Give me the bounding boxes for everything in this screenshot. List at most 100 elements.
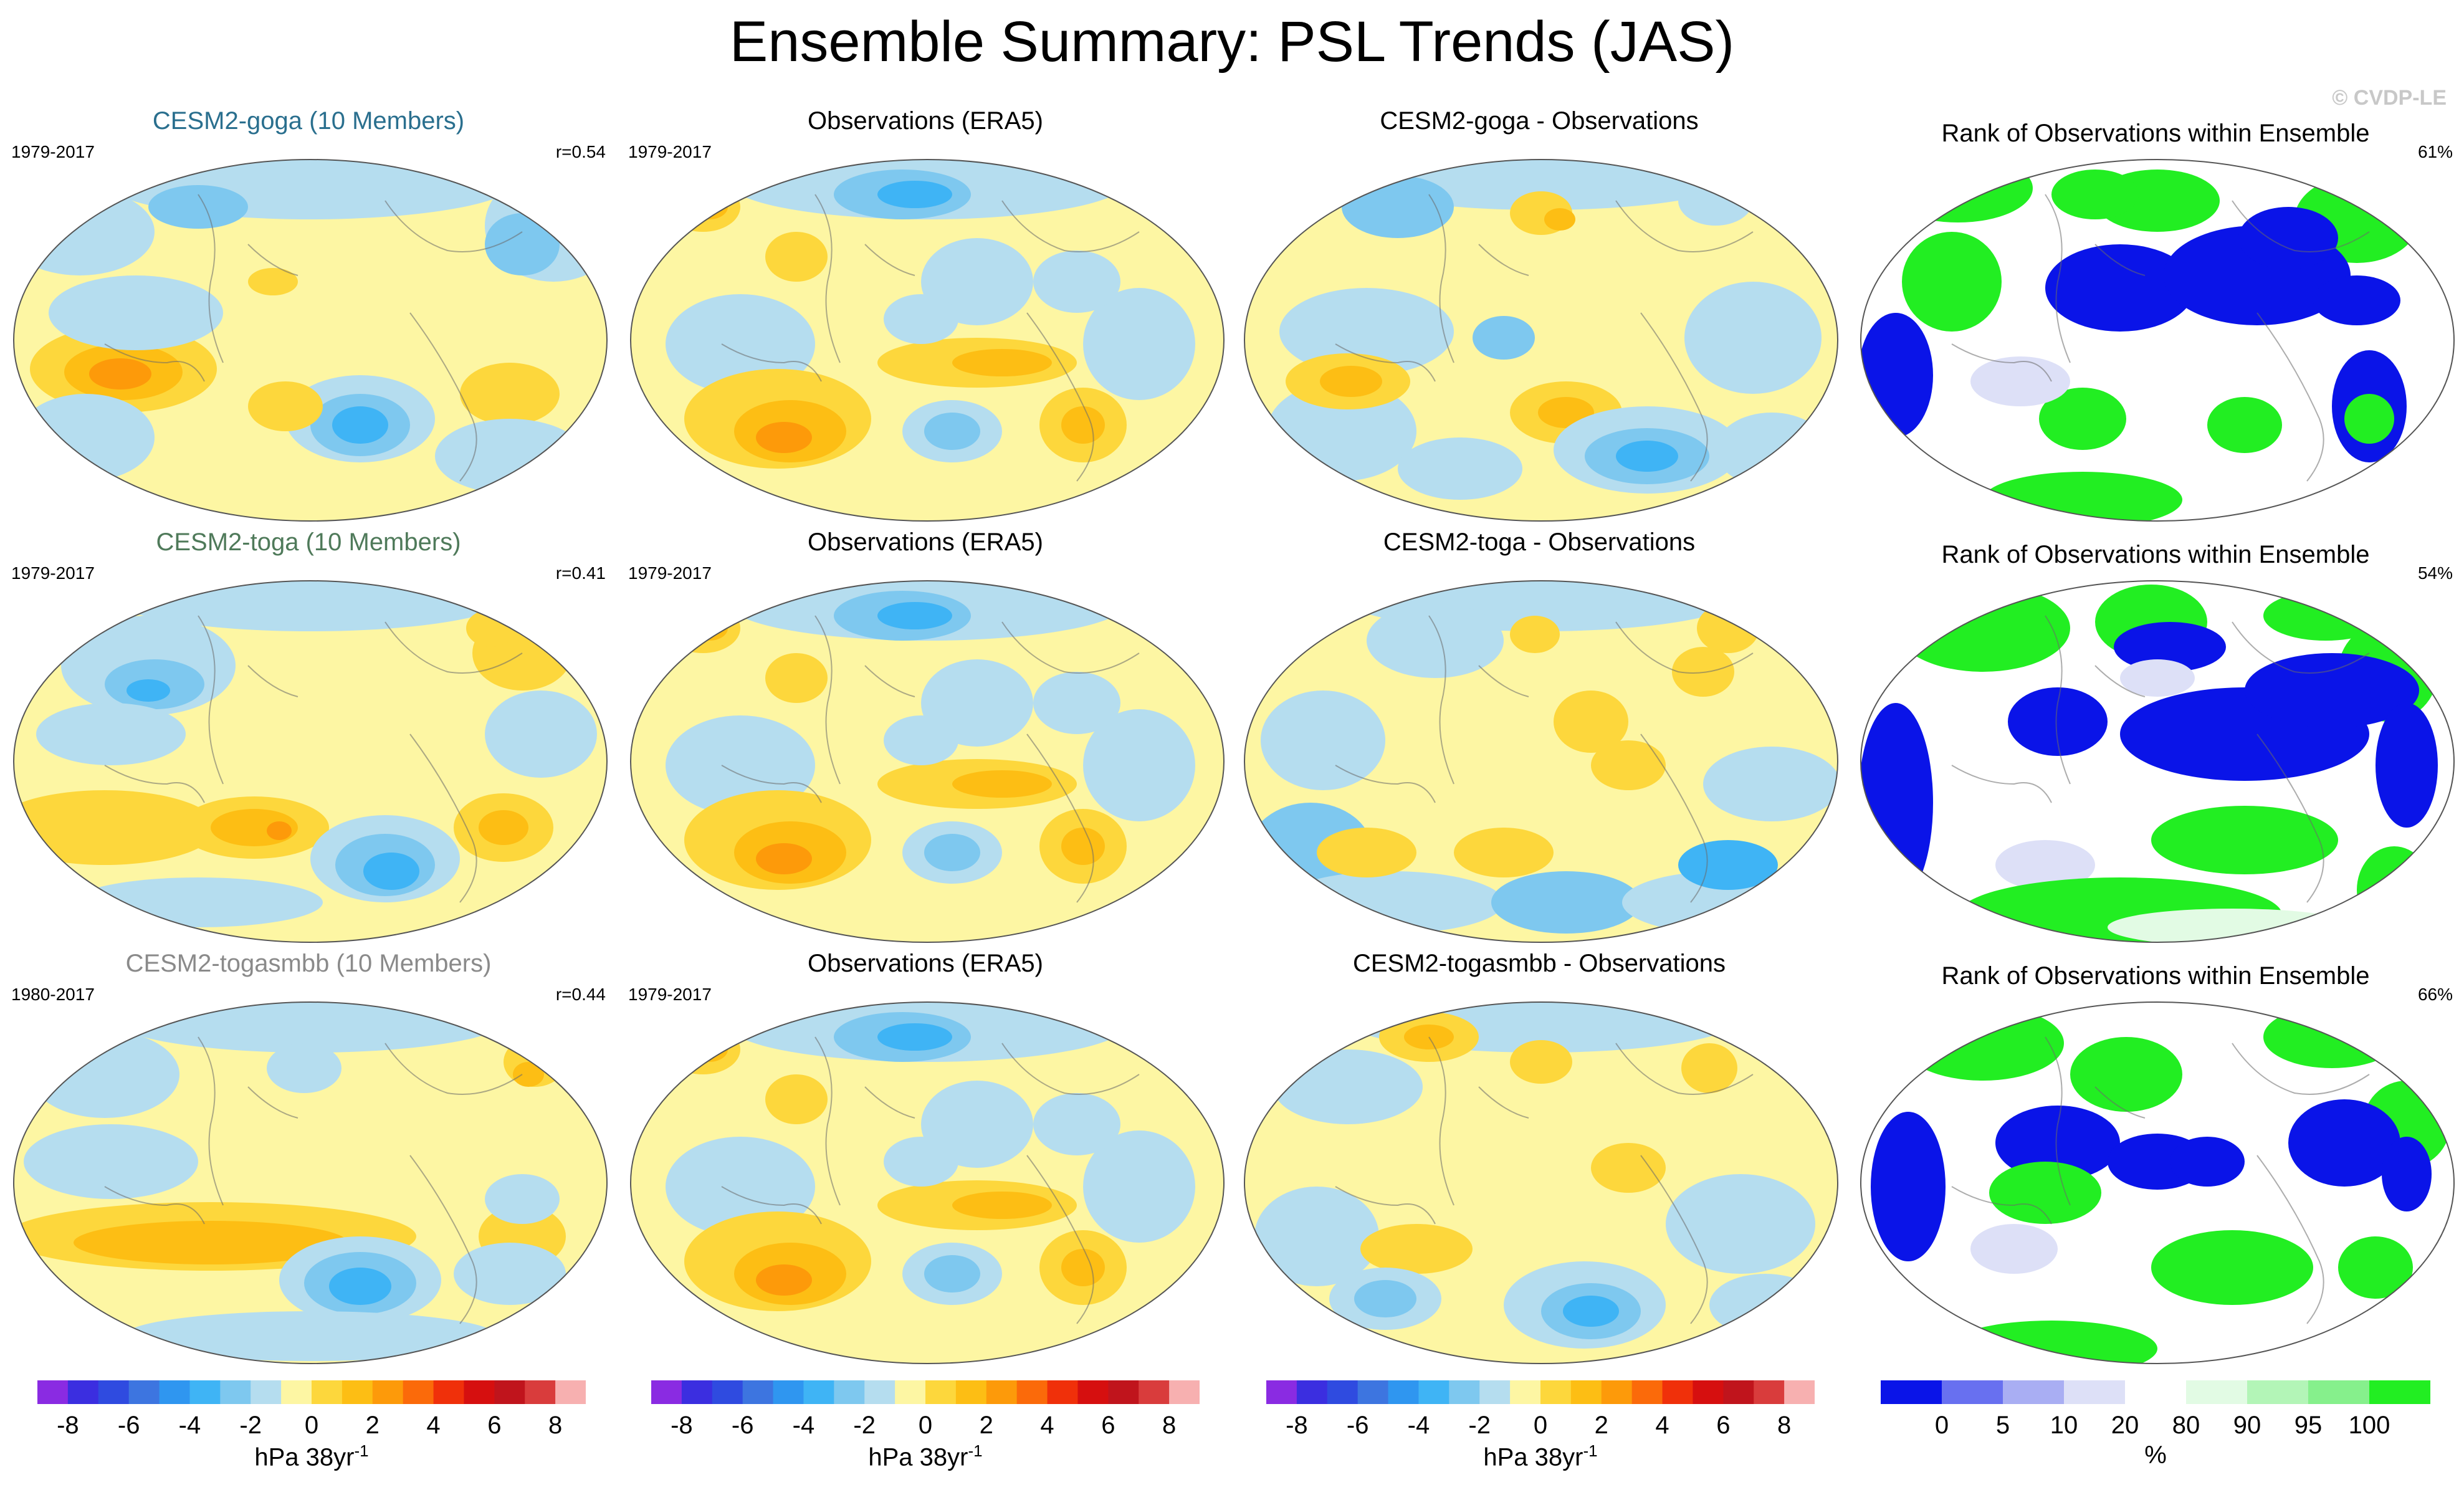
field-blob (2045, 244, 2195, 332)
field-blob (1254, 1187, 1379, 1286)
colorbar-swatch (773, 1380, 805, 1404)
coastline (1335, 765, 1436, 803)
colorbar-obs: -8 -6 -4 -2 0 2 4 6 8 hPa 38yr-1 (651, 1380, 1200, 1505)
coastline (1640, 733, 1708, 903)
coastline (1951, 343, 2052, 382)
colorbar-swatch (925, 1380, 957, 1404)
colorbar-tick-label: 20 (2111, 1412, 2139, 1439)
colorbar-model: -8 -6 -4 -2 0 2 4 6 8 hPa 38yr-1 (37, 1380, 586, 1505)
colorbar-tick-label: 90 (2233, 1412, 2261, 1439)
field-blob (1616, 441, 1678, 472)
colorbar-swatch (341, 1380, 373, 1404)
field-blob (2070, 1037, 2182, 1112)
colorbar-swatch (189, 1380, 221, 1404)
coastline (1478, 665, 1529, 697)
coastline (198, 194, 224, 363)
map-border (1860, 1001, 2455, 1364)
colorbar-swatch (1631, 1380, 1663, 1404)
colorbar-label-exponent: -1 (968, 1441, 983, 1460)
panel-rank-percent: 54% (2417, 563, 2453, 583)
field-blob (1317, 828, 1416, 877)
field-blob (1360, 1224, 1473, 1274)
field-blob (1491, 871, 1641, 934)
map-rank-row1 (1858, 157, 2457, 523)
field-blob (111, 1002, 510, 1053)
coastline (721, 1186, 822, 1225)
field-blob (2263, 591, 2388, 641)
coastline (2232, 200, 2370, 252)
field-blob (1061, 828, 1105, 865)
coastline (2256, 733, 2324, 903)
map-field (631, 1002, 1224, 1364)
map-border (630, 580, 1225, 943)
coastline (1026, 1155, 1094, 1324)
colorbar-tick-label: -6 (1346, 1412, 1369, 1439)
panel-rank-percent: 61% (2417, 142, 2453, 161)
panel-title: CESM2-toga (10 Members) (156, 528, 461, 556)
coastline (721, 343, 822, 382)
colorbar-swatch (2369, 1380, 2430, 1404)
panel-correlation: r=0.41 (555, 563, 606, 583)
colorbar-swatch (2064, 1380, 2126, 1404)
field-blob (924, 413, 980, 450)
coastline (1001, 621, 1140, 674)
colorbar-tick-label: 5 (1995, 1412, 2010, 1439)
colorbar-svg (1881, 1380, 2430, 1404)
map-field (631, 160, 1224, 521)
colorbar-tick-label: 8 (548, 1412, 563, 1439)
colorbar-tick-label: 6 (1101, 1412, 1115, 1439)
colorbar-swatch (1327, 1380, 1359, 1404)
colorbar-swatch (98, 1380, 130, 1404)
coastline (198, 615, 224, 785)
panel-model-row1: CESM2-goga (10 Members) 1979-2017 r=0.54 (0, 106, 617, 522)
colorbar-tick-label: 0 (1934, 1412, 1949, 1439)
colorbar-tick-label: 6 (1716, 1412, 1731, 1439)
field-blob (248, 381, 323, 431)
field-blob (74, 877, 323, 927)
coastline (247, 1086, 298, 1119)
coastline (814, 615, 841, 785)
coastline (1001, 1043, 1140, 1095)
colorbar-tick-label: 8 (1777, 1412, 1792, 1439)
map-field (631, 581, 1224, 942)
field-blob (1989, 1162, 2101, 1224)
field-blob (1970, 1224, 2058, 1274)
panel-period: 1980-2017 (11, 985, 95, 1004)
panel-period: 1979-2017 (11, 142, 95, 161)
field-blob (1896, 585, 2070, 672)
panel-correlation: r=0.54 (555, 142, 606, 161)
panel-period: 1979-2017 (628, 563, 712, 583)
colorbar-svg (37, 1380, 586, 1404)
field-blob (1473, 316, 1535, 360)
panel-title: CESM2-goga - Observations (1380, 107, 1699, 135)
field-blob (690, 616, 728, 641)
field-blob (14, 188, 155, 275)
colorbar-swatch (1357, 1380, 1389, 1404)
map-border (1244, 580, 1838, 943)
colorbar-svg (1266, 1380, 1815, 1404)
field-blob (2008, 687, 2108, 756)
field-blob (756, 1264, 812, 1296)
coastline (1026, 312, 1094, 482)
field-blob (127, 679, 170, 702)
field-blob (1033, 251, 1120, 313)
field-blob (1320, 366, 1382, 397)
field-blob (884, 715, 958, 765)
coastline (2256, 1155, 2324, 1324)
colorbar-swatch (2247, 1380, 2309, 1404)
field-blob (1083, 709, 1195, 821)
colorbar-swatch (1570, 1380, 1602, 1404)
coastline (1478, 1086, 1529, 1119)
colorbar-swatch (1266, 1380, 1297, 1404)
colorbar-swatch (220, 1380, 251, 1404)
colorbar-swatch (1418, 1380, 1449, 1404)
colorbar-tick-label: -4 (1407, 1412, 1430, 1439)
colorbar-swatch (251, 1380, 282, 1404)
field-blob (479, 810, 528, 845)
field-blob (1544, 208, 1575, 231)
panel-title: CESM2-togasmbb (10 Members) (125, 950, 492, 977)
field-blob (49, 275, 223, 350)
field-blob (2151, 806, 2338, 874)
coastline (1640, 312, 1708, 482)
panel-period: 1979-2017 (11, 563, 95, 583)
